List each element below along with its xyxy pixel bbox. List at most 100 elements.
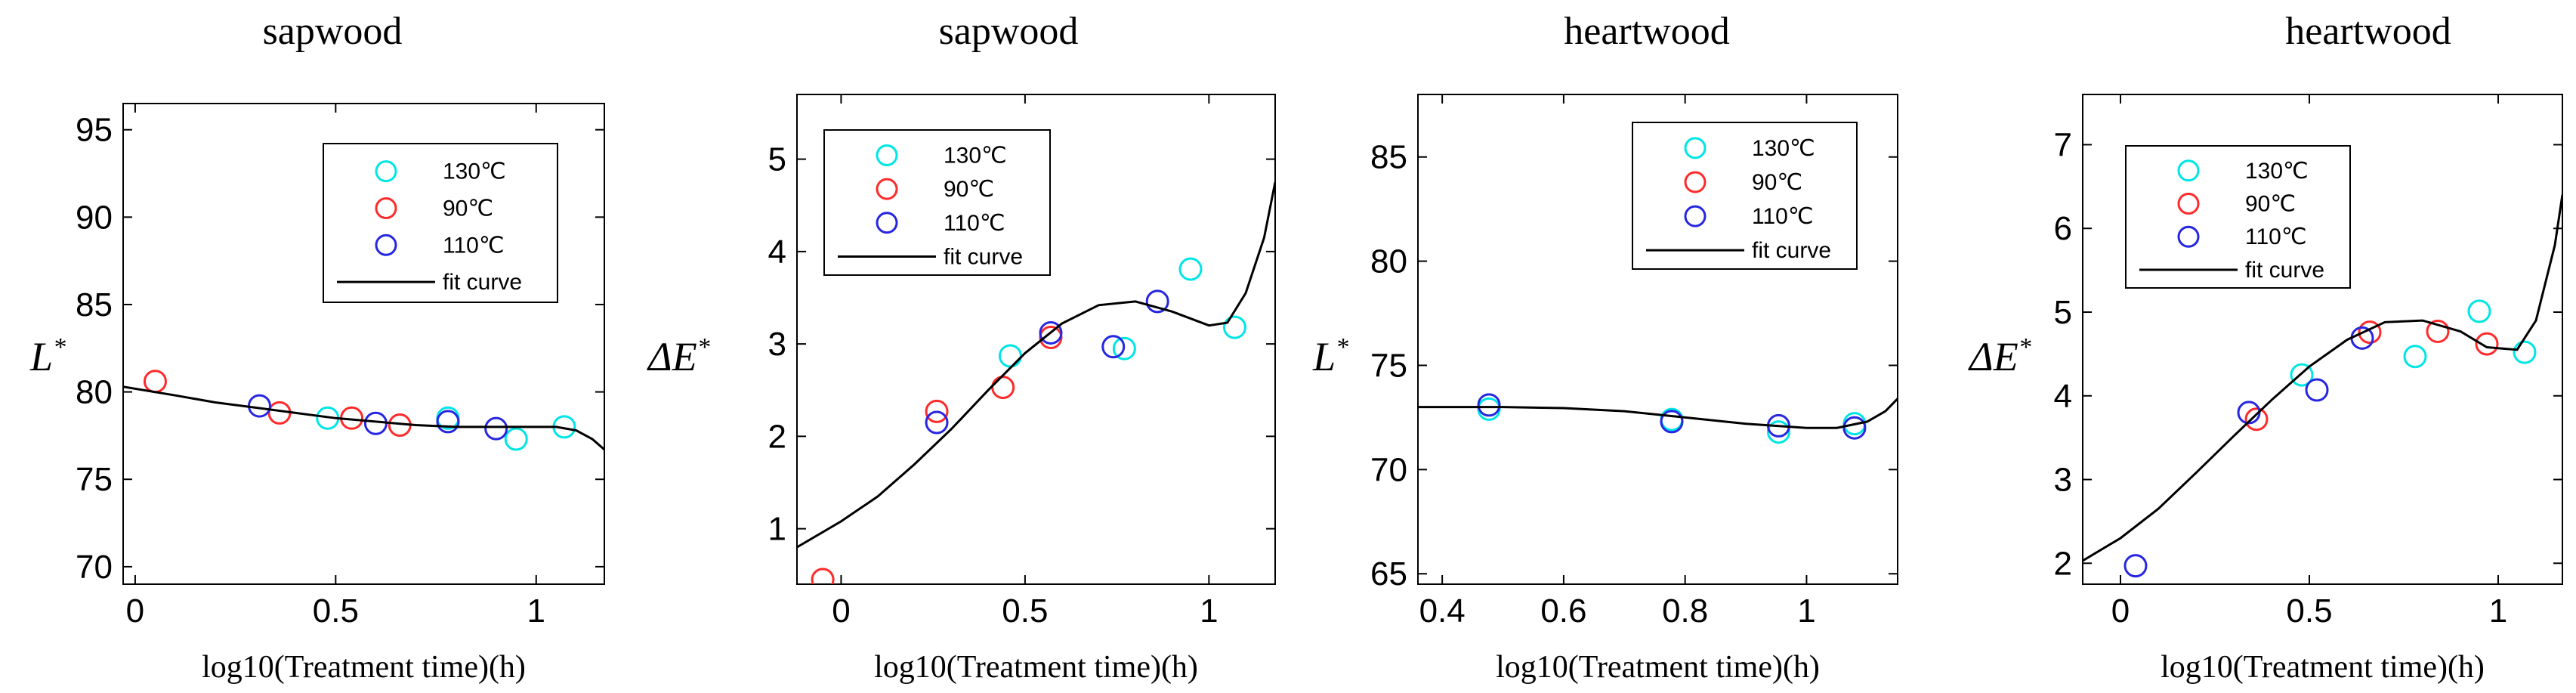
x-tick-label: 0.8	[1662, 592, 1708, 630]
x-tick-label: 0	[832, 592, 850, 630]
data-point-c110	[2305, 378, 2329, 402]
data-point-c130	[2403, 345, 2427, 369]
y-tick-label: 7	[2054, 126, 2072, 163]
y-axis-label: L*	[29, 333, 66, 379]
fit-curve-line	[1418, 398, 1898, 429]
legend-label: fit curve	[2245, 258, 2324, 283]
data-point-c110	[1039, 320, 1063, 345]
chart-title: heartwood	[1564, 10, 1729, 53]
y-axis-label-superscript: *	[697, 333, 710, 361]
data-point-c130	[2467, 299, 2491, 323]
y-tick-label: 85	[1370, 139, 1407, 176]
data-point-c90	[143, 370, 167, 394]
data-point-c110	[247, 394, 271, 418]
data-point-c90	[2244, 407, 2269, 432]
chart-panel-4: heartwood 0 0.5 1 2 3 4 5 6 7 log10(Treatment time…	[1968, 10, 2563, 685]
legend: 130℃ 90℃ 110℃ fit curve	[2125, 145, 2351, 289]
data-point-c90	[811, 568, 835, 584]
data-point-c90	[2426, 319, 2450, 343]
y-tick-label: 3	[768, 326, 786, 363]
legend-marker-c90	[375, 196, 397, 219]
legend-marker-c110	[1684, 205, 1707, 227]
data-point-c90	[2475, 332, 2499, 356]
y-tick-label: 75	[76, 461, 113, 498]
legend: 130℃ 90℃ 110℃ fit curve	[823, 129, 1051, 276]
x-tick-label: 0.6	[1540, 592, 1586, 630]
y-tick-label: 65	[1370, 555, 1407, 592]
y-axis-label-main: ΔE	[647, 334, 697, 379]
y-tick-label: 80	[1370, 243, 1407, 280]
y-tick-label: 4	[768, 234, 786, 271]
data-point-c130	[504, 427, 528, 451]
data-point-c130	[998, 344, 1022, 368]
y-tick-label: 2	[768, 418, 786, 455]
data-point-c110	[1842, 416, 1867, 440]
legend-box	[323, 143, 558, 303]
data-point-c110	[1101, 335, 1126, 359]
y-tick-label: 5	[768, 141, 786, 178]
chart-title: sapwood	[939, 10, 1079, 53]
fit-curve-line	[123, 385, 604, 451]
x-tick-label: 1	[1200, 592, 1218, 630]
legend-label: 110℃	[2245, 224, 2307, 249]
y-axis-label-main: L	[1312, 334, 1336, 379]
data-point-c130	[1766, 420, 1790, 444]
legend: 130℃ 90℃ 110℃ fit curve	[1632, 122, 1858, 270]
x-axis-label: log10(Treatment time)(h)	[202, 650, 526, 685]
data-point-c110	[1477, 393, 1501, 417]
chart-panel-2: sapwood 0 0.5 1 1 2 3 4 5 log10(Treatment time)(h…	[647, 10, 1276, 685]
data-point-c130	[1112, 336, 1136, 360]
data-point-c110	[436, 410, 460, 434]
data-point-c110	[925, 410, 949, 435]
legend-marker-c110	[876, 212, 898, 234]
fit-curve-line	[2083, 194, 2562, 562]
x-tick-label: 1	[2489, 592, 2507, 630]
data-point-c110	[2124, 554, 2148, 578]
plot-frame	[2082, 94, 2563, 585]
data-point-c130	[1178, 257, 1203, 281]
y-tick-label: 90	[76, 199, 113, 236]
legend-marker-c130	[1684, 137, 1707, 159]
data-point-c130	[2513, 340, 2537, 364]
legend-label: 130℃	[2245, 159, 2309, 184]
x-axis-label: log10(Treatment time)(h)	[2161, 650, 2485, 685]
legend-marker-c130	[2177, 159, 2200, 182]
data-point-c90	[2358, 320, 2382, 345]
legend-box	[823, 129, 1051, 276]
legend-label: 90℃	[1752, 170, 1802, 195]
legend-label: 130℃	[944, 143, 1007, 168]
y-axis-label-main: L	[29, 334, 53, 379]
y-axis-label: L*	[1312, 333, 1348, 379]
plot-frame	[796, 94, 1276, 585]
data-point-c90	[991, 376, 1015, 400]
y-tick-label: 5	[2054, 294, 2072, 331]
y-tick-label: 85	[76, 286, 113, 323]
legend-marker-c130	[876, 144, 898, 166]
legend-marker-c130	[375, 160, 397, 183]
data-point-c130	[1222, 315, 1246, 339]
plot-data-area	[1418, 393, 1898, 444]
y-tick-label: 70	[76, 549, 113, 586]
x-axis-label: log10(Treatment time)(h)	[874, 650, 1198, 685]
y-tick-label: 1	[768, 511, 786, 548]
legend-marker-c90	[876, 178, 898, 200]
legend-label: 90℃	[2245, 192, 2296, 217]
legend-label: 90℃	[443, 196, 493, 221]
legend-label: 110℃	[443, 233, 505, 258]
y-axis-label: ΔE*	[647, 333, 710, 379]
data-point-c110	[484, 416, 508, 441]
x-tick-label: 0	[2111, 592, 2130, 630]
legend-label: 130℃	[443, 159, 506, 184]
y-tick-label: 80	[76, 374, 113, 411]
y-axis-label-superscript: *	[53, 333, 66, 361]
plot-frame	[1417, 94, 1898, 585]
y-tick-label: 2	[2054, 545, 2072, 582]
y-tick-label: 3	[2054, 462, 2072, 499]
chart-panel-3: heartwood 0.4 0.6 0.8 1 65 70 75 80 85 log10(Treat…	[1312, 10, 1898, 685]
data-point-c110	[1145, 289, 1169, 314]
y-tick-label: 95	[76, 112, 113, 149]
x-tick-label: 0.5	[313, 592, 359, 630]
y-axis-label: ΔE*	[1968, 333, 2031, 379]
data-point-c90	[925, 399, 949, 423]
